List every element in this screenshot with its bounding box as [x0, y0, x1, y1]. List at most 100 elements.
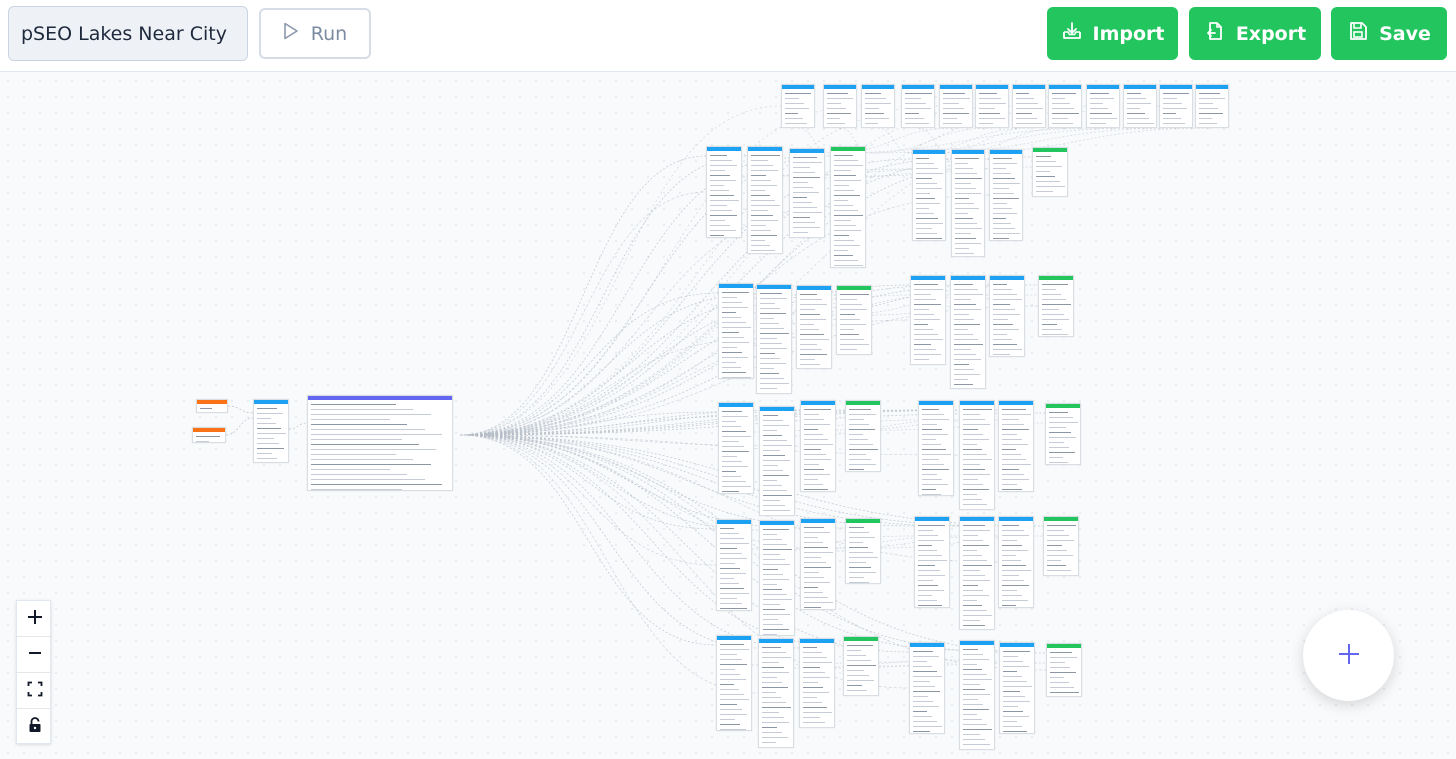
workflow-node[interactable]	[1045, 403, 1081, 465]
workflow-node[interactable]	[861, 84, 895, 128]
workflow-node[interactable]	[999, 642, 1035, 734]
workflow-node[interactable]	[959, 400, 995, 510]
node-text-line	[751, 200, 775, 201]
node-text-line	[963, 595, 989, 596]
workflow-node[interactable]	[836, 285, 872, 355]
node-text-line	[1042, 294, 1061, 295]
export-button[interactable]: Export	[1189, 7, 1321, 60]
workflow-node[interactable]	[799, 638, 835, 728]
workflow-node[interactable]	[830, 146, 866, 268]
workflow-node[interactable]	[716, 635, 752, 731]
workflow-node[interactable]	[910, 275, 946, 365]
workflow-node[interactable]	[1038, 275, 1074, 337]
workflow-node[interactable]	[716, 519, 752, 611]
fit-view-button[interactable]	[17, 673, 52, 709]
node-text-line	[763, 599, 792, 600]
workflow-node[interactable]	[989, 275, 1025, 357]
lock-toggle-button[interactable]	[17, 709, 52, 745]
workflow-node[interactable]	[823, 84, 857, 128]
workflow-node[interactable]	[918, 400, 954, 496]
run-button[interactable]: Run	[259, 8, 371, 59]
workflow-node[interactable]	[901, 84, 935, 128]
node-text-line	[914, 354, 942, 355]
node-text-line	[1042, 304, 1071, 305]
workflow-node[interactable]	[781, 84, 815, 128]
node-text-line	[722, 431, 746, 432]
workflow-canvas[interactable]	[0, 73, 1456, 759]
workflow-node[interactable]	[1012, 84, 1046, 128]
workflow-node[interactable]	[909, 642, 945, 734]
workflow-node[interactable]	[747, 146, 783, 254]
workflow-node[interactable]	[192, 427, 226, 443]
add-node-button[interactable]	[1303, 610, 1394, 701]
workflow-node[interactable]	[959, 640, 995, 750]
node-header	[919, 401, 953, 405]
workflow-node[interactable]	[998, 516, 1034, 608]
workflow-edge	[459, 191, 707, 436]
node-text-line	[979, 108, 995, 109]
workflow-node[interactable]	[789, 148, 825, 238]
workflow-node[interactable]	[845, 518, 881, 584]
node-text-line	[720, 538, 744, 539]
workflow-node[interactable]	[975, 84, 1009, 128]
node-text-line	[804, 562, 827, 563]
workflow-node[interactable]	[756, 284, 792, 394]
node-text-line	[1002, 444, 1028, 445]
workflow-node[interactable]	[989, 149, 1023, 241]
workflow-title-input[interactable]: pSEO Lakes Near City	[8, 6, 248, 61]
node-text-line	[710, 170, 726, 171]
workflow-node[interactable]	[718, 402, 754, 494]
node-text-line	[918, 560, 947, 561]
node-text-line	[763, 470, 784, 471]
workflow-node[interactable]	[706, 146, 742, 238]
workflow-node[interactable]	[196, 399, 228, 413]
node-text-line	[993, 309, 1016, 310]
workflow-node[interactable]	[1046, 643, 1082, 697]
workflow-node[interactable]	[796, 285, 832, 369]
workflow-node[interactable]	[759, 406, 795, 516]
import-button[interactable]: Import	[1047, 7, 1178, 60]
workflow-node[interactable]	[998, 400, 1034, 492]
workflow-node[interactable]	[951, 149, 985, 257]
workflow-node[interactable]	[959, 516, 995, 630]
node-text-line	[993, 198, 1019, 199]
node-header	[719, 284, 753, 288]
zoom-in-button[interactable]	[17, 601, 52, 637]
workflow-node[interactable]	[800, 400, 836, 492]
node-text-line	[847, 655, 866, 656]
workflow-node[interactable]	[914, 516, 950, 608]
node-text-line	[914, 359, 930, 360]
workflow-node[interactable]	[1195, 84, 1229, 128]
node-text-line	[793, 162, 822, 163]
save-button[interactable]: Save	[1331, 7, 1447, 60]
workflow-node[interactable]	[912, 149, 946, 241]
node-header	[915, 517, 949, 521]
workflow-node[interactable]	[950, 275, 986, 389]
workflow-node[interactable]	[800, 518, 836, 610]
workflow-node[interactable]	[939, 84, 973, 128]
workflow-node[interactable]	[1123, 84, 1157, 128]
workflow-node[interactable]	[758, 638, 794, 748]
workflow-node[interactable]	[718, 283, 754, 379]
zoom-out-button[interactable]	[17, 637, 52, 673]
node-text-line	[918, 525, 946, 526]
node-text-line	[1002, 409, 1026, 410]
workflow-node[interactable]	[1032, 147, 1068, 197]
workflow-node[interactable]	[1048, 84, 1082, 128]
node-text-line	[722, 332, 739, 333]
workflow-node[interactable]	[1086, 84, 1120, 128]
workflow-node[interactable]	[307, 395, 453, 491]
node-text-line	[722, 377, 751, 378]
node-text-line	[963, 560, 987, 561]
workflow-node[interactable]	[845, 400, 881, 472]
node-text-line	[720, 699, 749, 700]
workflow-node[interactable]	[1043, 516, 1079, 576]
node-text-line	[849, 532, 870, 533]
workflow-node[interactable]	[759, 520, 795, 636]
workflow-node[interactable]	[253, 399, 289, 463]
workflow-node[interactable]	[843, 636, 879, 696]
node-text-line	[760, 368, 774, 369]
node-text-line	[1003, 676, 1022, 677]
workflow-node[interactable]	[1159, 84, 1193, 128]
node-text-line	[793, 222, 816, 223]
